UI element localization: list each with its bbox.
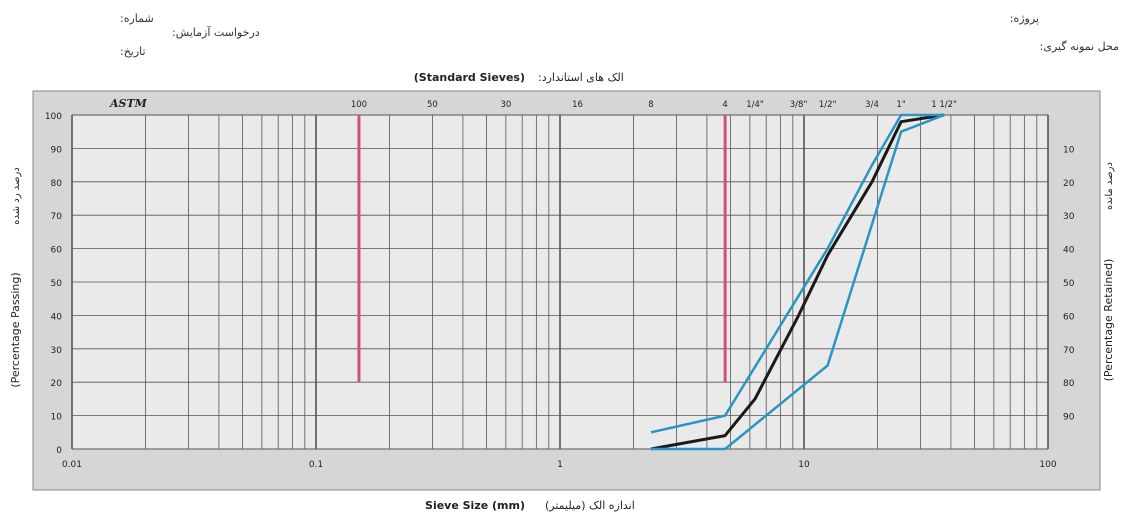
y-tick-label-right: 70 [1063, 346, 1075, 356]
sieve-label: 1 1/2" [931, 100, 957, 110]
upper-limit-curve [650, 113, 945, 434]
test-request-label: درخواست آزمایش: [172, 26, 260, 39]
y-tick-label-right: 10 [1063, 145, 1075, 155]
y-tick-label-right: 90 [1063, 413, 1075, 423]
y-tick-label-right: 20 [1063, 179, 1075, 189]
y-tick-label-right: 30 [1063, 212, 1075, 222]
sieve-label: 1/4" [746, 100, 764, 110]
sieve-label: 1/2" [819, 100, 837, 110]
right-axis-ticks: 10 20 30 40 50 60 70 80 90 [1063, 145, 1075, 422]
x-tick-label: 100 [1039, 460, 1056, 470]
sieve-label: 1" [896, 100, 905, 110]
chart-title-fa: الک های استاندارد: [538, 71, 624, 84]
y-axis-label-left-fa: درصد رد شده [11, 167, 22, 225]
y-tick-label-right: 50 [1063, 279, 1075, 289]
y-tick-label-left: 80 [51, 179, 63, 189]
sieve-label: 30 [500, 100, 511, 110]
sieve-label: 50 [427, 100, 438, 110]
number-label: شماره: [120, 12, 154, 25]
y-tick-label-left: 40 [51, 312, 63, 322]
sieve-labels: 100 50 30 16 8 4 1/4" 3/8" 1/2" 3/4 1" 1 1/2" [351, 100, 957, 110]
y-tick-label-left: 90 [51, 145, 63, 155]
x-tick-label: 1 [557, 460, 563, 470]
chart-title: (Standard Sieves) [414, 71, 525, 84]
lower-limit-curve [651, 113, 945, 451]
sieve-label: 100 [351, 100, 367, 110]
sieve-marker-lines [357, 115, 727, 383]
y-tick-label-left: 50 [51, 279, 63, 289]
project-label: پروژه: [1009, 12, 1039, 25]
y-tick-label-left: 60 [51, 246, 63, 256]
sieve-label: 16 [572, 100, 583, 110]
sieve-label: 3/4 [865, 100, 879, 110]
sampling-location-label: محل نمونه گیری: [1039, 40, 1119, 53]
y-tick-label-left: 0 [56, 446, 62, 456]
y-tick-label-right: 40 [1063, 246, 1075, 256]
y-tick-label-right: 60 [1063, 312, 1075, 322]
left-axis-ticks: 0 10 20 30 40 50 60 70 80 90 100 [45, 112, 62, 456]
y-tick-label-left: 30 [51, 346, 63, 356]
y-tick-label-right: 80 [1063, 379, 1075, 389]
astm-label: ASTM [109, 97, 148, 110]
sieve-label: 8 [648, 100, 653, 110]
x-axis-label-fa: اندازه الک (میلیمتر) [545, 499, 635, 512]
gradation-curve [650, 113, 945, 451]
y-tick-label-left: 100 [45, 112, 62, 122]
y-tick-label-left: 70 [51, 212, 63, 222]
y-tick-label-left: 20 [51, 379, 63, 389]
x-axis-label: Sieve Size (mm) [425, 499, 525, 512]
x-tick-label: 0.01 [62, 460, 82, 470]
y-axis-label-left: (Percentage Passing) [9, 272, 22, 387]
y-axis-label-right-fa: درصد مانده [1104, 162, 1115, 210]
x-tick-label: 10 [798, 460, 810, 470]
x-axis-ticks: 0.01 0.1 1 10 100 [62, 460, 1057, 470]
sieve-label: 4 [722, 100, 727, 110]
x-tick-label: 0.1 [309, 460, 323, 470]
date-label: تاریخ: [120, 45, 146, 58]
sieve-label: 3/8" [790, 100, 808, 110]
y-axis-label-right: (Percentage Retained) [1102, 259, 1115, 382]
series-group [650, 113, 945, 451]
grid-lines [71, 114, 1049, 450]
y-tick-label-left: 10 [51, 413, 63, 423]
